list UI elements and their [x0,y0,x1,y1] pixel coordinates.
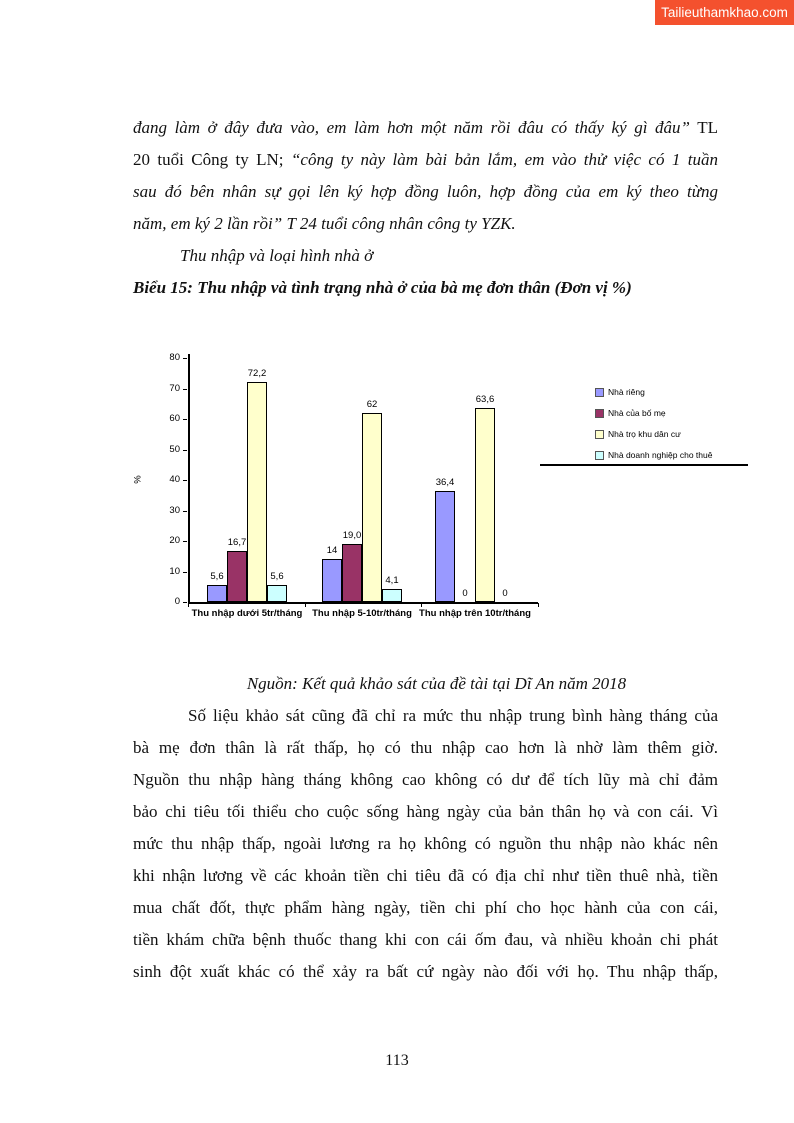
bar-3-1 [382,589,402,602]
body-line: khi nhận lương về các khoản tiền chi tiê… [133,866,718,885]
y-axis-title: % [132,475,144,484]
y-axis-tick-label: 70 [169,382,180,394]
legend-label: Nhà doanh nghiệp cho thuê [608,450,713,460]
bar-value-label: 4,1 [385,575,399,586]
income-housing-bar-chart: % 0 10 20 30 40 50 60 70 80 5,6 16,7 72,2 5,6 Thu nhậ… [133,330,770,642]
y-axis-tick [183,541,187,542]
legend-swatch [595,387,604,397]
quote-line-2-plain: 20 tuổi Công ty LN; [133,150,291,169]
legend-label: Nhà riêng [608,387,645,397]
bar-0-0 [207,585,227,602]
y-axis-tick [183,602,187,603]
x-axis-category-label: Thu nhập trên 10tr/tháng [419,608,531,619]
x-axis-tick [538,603,539,607]
y-axis-line [188,354,190,602]
y-axis-tick-label: 60 [169,413,180,424]
quote-line-1-plain: TL [689,118,718,137]
y-axis-tick-label: 10 [169,565,180,577]
bar-value-label: 0 [462,588,468,599]
y-axis-tick-label: 40 [169,474,180,485]
x-axis-tick [421,603,423,607]
bar-3-0 [267,585,287,602]
legend-swatch [595,429,604,439]
y-axis-tick [183,388,187,390]
legend-label: Nhà trọ khu dân cư [608,429,681,439]
y-axis-tick-label: 0 [174,596,180,607]
bar-value-label: 19,0 [342,530,362,541]
source-note: Nguồn: Kết quả khảo sát của đề tài tại D… [246,674,627,693]
watermark-text: Tailieuthamkhao.com [661,5,788,20]
body-line: bảo chi tiêu tối thiểu cho cuộc sống hàn… [133,802,718,821]
y-axis-tick-label: 20 [169,535,180,546]
legend-swatch [595,408,604,418]
bar-value-label: 5,6 [270,571,284,582]
legend-item: Nhà doanh nghiệp cho thuê [595,449,712,461]
y-axis-tick [183,419,187,420]
y-axis-tick [183,571,187,573]
page-number: 113 [385,1052,409,1069]
bar-value-label: 14 [326,545,338,556]
legend-swatch [595,450,604,460]
legend-item: Nhà trọ khu dân cư [595,428,681,440]
y-axis-tick-label: 80 [169,352,180,363]
chart-caption: Biểu 15: Thu nhập và tình trạng nhà ở củ… [133,278,632,297]
body-line: tiền khám chữa bệnh thuốc thang khi con … [133,930,718,949]
y-axis-tick [183,480,187,481]
quote-line-2-italic: “công ty này làm bài bản lắm, em vào thử… [290,150,718,169]
y-axis-tick [183,449,187,451]
watermark-banner[interactable]: Tailieuthamkhao.com [655,0,794,25]
legend-item: Nhà của bố mẹ [595,407,666,419]
body-line: mua chất đốt, thực phẩm hàng ngày, tiền … [133,898,718,917]
bar-value-label: 16,7 [227,537,247,548]
y-axis-tick [183,358,187,359]
body-line: mức thu nhập thấp, ngoài lương ra họ khô… [133,834,718,853]
y-axis-tick [183,510,187,512]
body-line: Nguồn thu nhập hàng tháng không cao khôn… [133,770,718,789]
bar-value-label: 62 [366,399,378,410]
x-axis-tick [304,603,306,607]
x-axis-line [188,602,538,604]
x-axis-tick [188,603,189,607]
y-axis-tick-label: 30 [169,504,180,516]
bar-1-0 [227,551,247,602]
bar-2-2 [475,408,495,602]
legend-item: Nhà riêng [595,386,645,398]
quote-line-1: đang làm ở đây đưa vào, em làm hơn một n… [133,112,718,144]
bar-value-label: 0 [502,588,508,599]
quote-line-1-italic: đang làm ở đây đưa vào, em làm hơn một n… [133,118,690,137]
quote-paragraph: đang làm ở đây đưa vào, em làm hơn một n… [133,112,718,304]
legend-label: Nhà của bố mẹ [608,408,666,418]
x-axis-category-label: Thu nhập 5-10tr/tháng [312,608,412,619]
body-line: sinh đột xuất khác có thể xảy ra bất cứ … [133,962,718,981]
body-paragraph: Số liệu khảo sát cũng đã chỉ ra mức thu … [133,700,718,988]
bar-2-0 [247,382,267,602]
subheading: Thu nhập và loại hình nhà ở [180,246,374,265]
bar-value-label: 72,2 [247,368,267,379]
bar-value-label: 36,4 [435,477,455,488]
quote-line-3: sau đó bên nhân sự gọi lên ký hợp đồng l… [133,182,718,201]
legend-underline [540,464,748,466]
quote-line-4: năm, em ký 2 lần rồi” T 24 tuổi công nhâ… [133,214,516,233]
bar-1-1 [342,544,362,602]
bar-0-1 [322,559,342,602]
bar-value-label: 63,6 [475,394,495,405]
bar-0-2 [435,491,455,602]
y-axis-tick-label: 50 [169,443,180,455]
x-axis-category-label: Thu nhập dưới 5tr/tháng [191,608,303,619]
bar-value-label: 5,6 [210,571,224,582]
body-line: Số liệu khảo sát cũng đã chỉ ra mức thu … [188,706,718,725]
quote-line-2: 20 tuổi Công ty LN; “công ty này làm bài… [133,144,718,176]
body-line: bà mẹ đơn thân là rất thấp, họ có thu nh… [133,738,718,757]
bar-2-1 [362,413,382,602]
source-note-row: Nguồn: Kết quả khảo sát của đề tài tại D… [133,668,718,700]
